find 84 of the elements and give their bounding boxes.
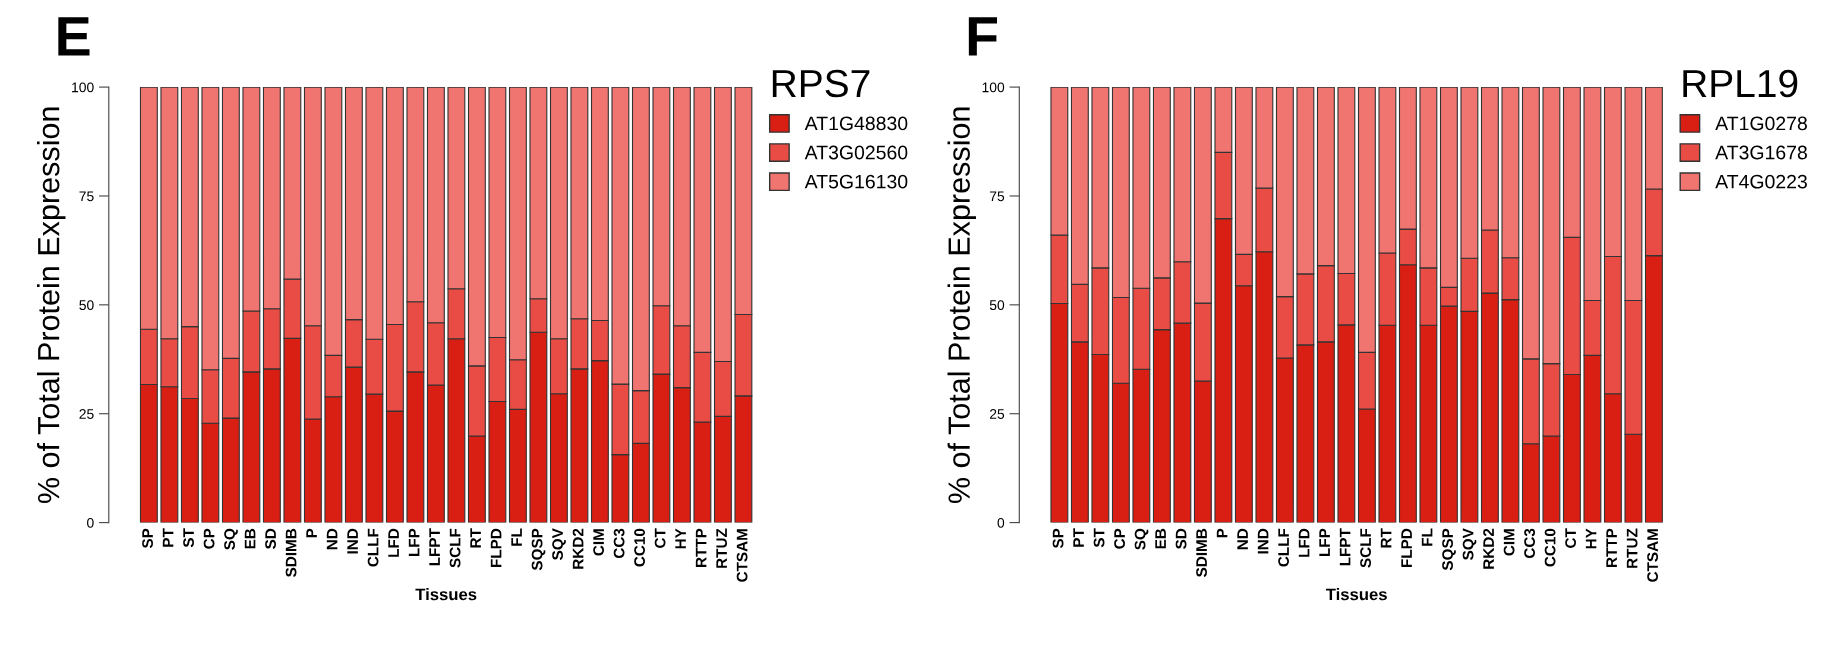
x-tick-label: FL	[1421, 528, 1433, 546]
x-tick-label: FLPD	[1401, 528, 1412, 568]
x-tick-label: ST	[183, 528, 194, 548]
y-axis-title: % of Total Protein Expression	[947, 107, 976, 504]
x-tick-label: IND	[347, 528, 358, 554]
y-tick-label: 100	[982, 82, 1005, 93]
text: E	[58, 17, 90, 56]
legend-label: AT1G48830	[804, 116, 908, 131]
x-tick-label: SDIMB	[1196, 528, 1207, 577]
x-tick-label: ND	[326, 528, 338, 550]
legend-label: AT4G0223	[1715, 174, 1807, 189]
legend-title: RPL19	[1683, 69, 1798, 98]
y-tick-label: 0	[997, 517, 1005, 528]
x-tick-label: CC10	[634, 528, 646, 567]
legend-label: AT5G16130	[804, 174, 908, 189]
x-tick-label: LFD	[388, 528, 399, 557]
x-tick-label: FLPD	[490, 528, 502, 568]
x-tick-label: LFP	[1319, 528, 1330, 556]
x-tick-label: CT	[1565, 528, 1577, 548]
x-tick-label: SQV	[552, 528, 566, 560]
x-tick-label: RTTP	[695, 528, 707, 568]
x-tick-label: HY	[1585, 528, 1597, 549]
x-tick-label: SQSP	[1442, 528, 1456, 571]
x-tick-label: CT	[654, 528, 666, 548]
y-tick-label: 50	[79, 300, 94, 311]
x-tick-label: CLLF	[367, 528, 379, 567]
x-tick-label: RTUZ	[716, 528, 728, 568]
x-tick-label: CIM	[593, 529, 605, 556]
x-tick-label: SQSP	[531, 528, 546, 571]
legend-label: AT3G1678	[1715, 145, 1807, 160]
x-tick-label: CLLF	[1278, 528, 1289, 567]
x-tick-label: PT	[162, 528, 174, 547]
x-tick-label: RKD2	[1483, 528, 1494, 569]
x-tick-label: LFPT	[429, 528, 440, 566]
x-tick-label: FL	[511, 528, 522, 546]
x-tick-label: LFP	[408, 528, 420, 556]
x-tick-label: CC3	[1524, 528, 1536, 559]
x-tick-label: SP	[142, 528, 153, 549]
x-tick-label: SQV	[1462, 528, 1477, 560]
x-tick-label: SP	[1052, 528, 1064, 549]
x-tick-label: CP	[203, 528, 215, 549]
x-tick-label: P	[306, 528, 317, 538]
x-tick-label: SCLF	[449, 528, 461, 568]
text: F	[968, 17, 998, 56]
x-axis-title: Tissues	[1325, 588, 1387, 601]
x-tick-label: SQ	[224, 528, 238, 550]
x-tick-label: RKD2	[572, 528, 584, 569]
x-tick-label: SD	[265, 528, 276, 549]
x-tick-label: SQ	[1134, 528, 1149, 550]
x-tick-label: HY	[675, 528, 686, 549]
x-tick-label: CTSAM	[736, 529, 748, 582]
x-tick-label: LFD	[1298, 528, 1310, 557]
x-tick-label: PT	[1073, 528, 1084, 547]
x-tick-label: ND	[1237, 528, 1248, 550]
x-tick-label: EB	[1155, 528, 1166, 549]
x-tick-label: EB	[244, 528, 256, 549]
legend-title: RPS7	[772, 69, 870, 98]
x-tick-label: CP	[1114, 528, 1125, 549]
x-tick-label: IND	[1257, 528, 1269, 554]
y-tick-label: 0	[87, 517, 94, 528]
x-tick-label: CIM	[1503, 529, 1515, 556]
y-tick-label: 50	[989, 300, 1005, 311]
x-tick-label: ST	[1093, 528, 1105, 548]
y-tick-label: 75	[79, 191, 94, 202]
x-tick-label: RT	[1380, 528, 1392, 548]
x-tick-label: SCLF	[1360, 528, 1371, 568]
x-tick-label: CTSAM	[1647, 529, 1659, 582]
x-tick-label: CC10	[1544, 528, 1556, 567]
x-tick-label: P	[1216, 528, 1228, 538]
legend-label: AT3G02560	[804, 145, 908, 160]
y-axis-title: % of Total Protein Expression	[37, 107, 66, 504]
y-tick-label: 100	[72, 82, 94, 93]
x-tick-label: SD	[1175, 528, 1187, 549]
y-tick-label: 25	[79, 409, 94, 419]
x-tick-label: LFPT	[1339, 528, 1351, 566]
x-tick-label: RTUZ	[1626, 528, 1638, 568]
y-tick-label: 25	[989, 409, 1005, 419]
x-tick-label: RT	[470, 528, 481, 548]
x-tick-label: SDIMB	[285, 528, 297, 577]
x-tick-label: CC3	[613, 528, 625, 559]
y-tick-label: 75	[989, 191, 1005, 202]
legend-label: AT1G0278	[1715, 116, 1807, 131]
x-axis-title: Tissues	[415, 588, 477, 601]
x-tick-label: RTTP	[1606, 528, 1617, 568]
